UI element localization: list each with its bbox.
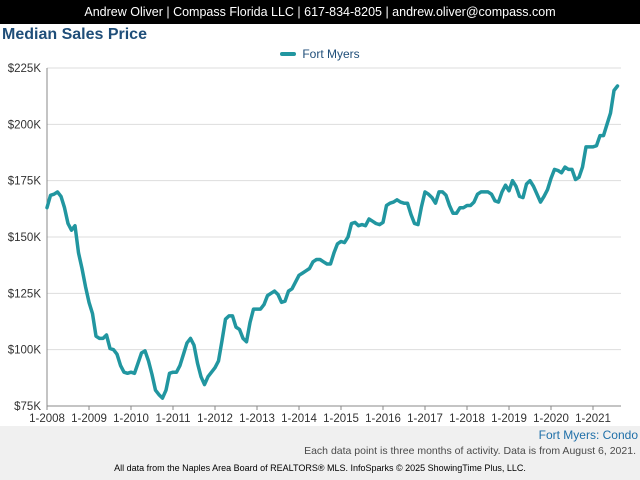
legend[interactable]: Fort Myers: [0, 46, 640, 62]
series-caption: Fort Myers: Condo: [538, 428, 638, 442]
legend-swatch: [280, 52, 297, 56]
x-tick-label: 1-2014: [281, 413, 317, 425]
median-price-chart: $75K $100K $125K $150K $175K $200K $225K 1-200…: [8, 63, 621, 425]
contact-text: Andrew Oliver | Compass Florida LLC | 61…: [84, 5, 556, 19]
x-tick-label: 1-2011: [156, 413, 191, 425]
x-tick-label: 1-2013: [239, 413, 275, 425]
legend-label: Fort Myers: [302, 47, 360, 61]
series-line-fort-myers: [45, 84, 620, 400]
chart-title: Median Sales Price: [2, 26, 147, 43]
y-tick-label: $200K: [8, 119, 42, 131]
y-tick-label: $225K: [8, 63, 42, 75]
x-tick-label: 1-2021: [575, 413, 611, 425]
y-tick-label: $175K: [8, 176, 42, 188]
y-axis: $75K $100K $125K $150K $175K $200K $225K: [8, 63, 48, 413]
x-tick-label: 1-2020: [533, 413, 569, 425]
y-tick-label: $125K: [8, 288, 42, 300]
x-tick-label: 1-2010: [113, 413, 149, 425]
x-tick-label: 1-2012: [197, 413, 233, 425]
x-tick-label: 1-2008: [29, 413, 65, 425]
y-tick-label: $150K: [8, 232, 42, 244]
data-note: Each data point is three months of activ…: [304, 445, 636, 457]
source-attribution: All data from the Naples Area Board of R…: [114, 463, 526, 473]
footer-panel: [0, 426, 640, 480]
x-tick-label: 1-2019: [491, 413, 527, 425]
x-tick-label: 1-2016: [365, 413, 401, 425]
header-contact-bar: Andrew Oliver | Compass Florida LLC | 61…: [0, 0, 640, 24]
x-tick-label: 1-2015: [323, 413, 359, 425]
x-tick-label: 1-2009: [71, 413, 107, 425]
gridlines: [47, 67, 621, 351]
y-tick-label: $75K: [14, 401, 41, 413]
series-layer: [45, 84, 620, 400]
x-axis: 1-2008 1-2009 1-2010 1-2011 1-2012 1-2013 1-20…: [29, 405, 621, 425]
x-tick-label: 1-2017: [407, 413, 443, 425]
y-tick-label: $100K: [8, 345, 42, 357]
x-tick-label: 1-2018: [449, 413, 485, 425]
